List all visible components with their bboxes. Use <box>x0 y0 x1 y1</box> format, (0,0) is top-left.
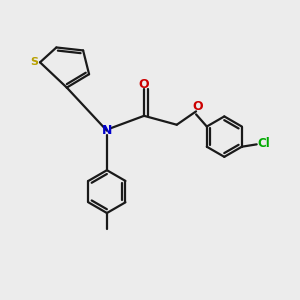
Text: S: S <box>31 57 39 67</box>
Text: N: N <box>102 124 112 137</box>
Text: O: O <box>192 100 203 112</box>
Text: O: O <box>139 78 149 91</box>
Text: Cl: Cl <box>258 137 271 150</box>
